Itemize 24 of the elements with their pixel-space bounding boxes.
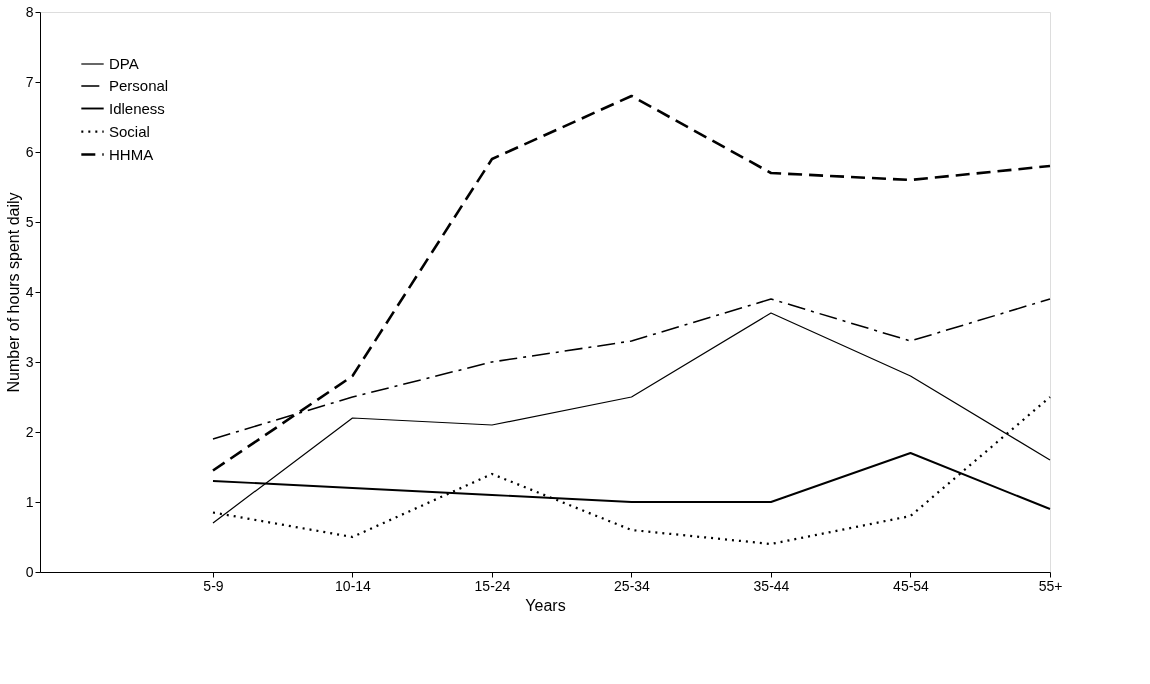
y-tick-label: 1 <box>25 493 34 510</box>
y-tick-label: 4 <box>25 283 34 300</box>
line-series <box>211 94 1052 472</box>
y-axis-title: Number of hours spent daily <box>4 192 22 393</box>
y-tick-label: 0 <box>25 563 34 580</box>
y-tick-label: 2 <box>25 423 34 440</box>
x-tick-label: 25-34 <box>614 577 651 594</box>
x-tick-label: 45-54 <box>893 577 930 594</box>
y-tick-label: 8 <box>25 3 34 20</box>
legend-label: Idleness <box>109 99 165 117</box>
y-tick-label: 6 <box>25 143 34 160</box>
y-tick-label: 7 <box>25 73 34 90</box>
legend-label: HHMA <box>109 145 154 163</box>
x-axis-title: Years <box>525 596 566 614</box>
y-tick-label: 5 <box>25 213 34 230</box>
x-tick-label: 35-44 <box>753 577 790 594</box>
legend-label: Personal <box>109 77 169 94</box>
y-tick-label: 3 <box>25 353 34 370</box>
legend-label: DPA <box>109 55 139 72</box>
x-tick-label: 55+ <box>1038 577 1063 594</box>
x-tick-label: 10-14 <box>335 577 372 594</box>
legend-label: Social <box>109 122 150 140</box>
x-tick-label: 5-9 <box>203 577 224 594</box>
x-tick-label: 15-24 <box>474 577 511 594</box>
